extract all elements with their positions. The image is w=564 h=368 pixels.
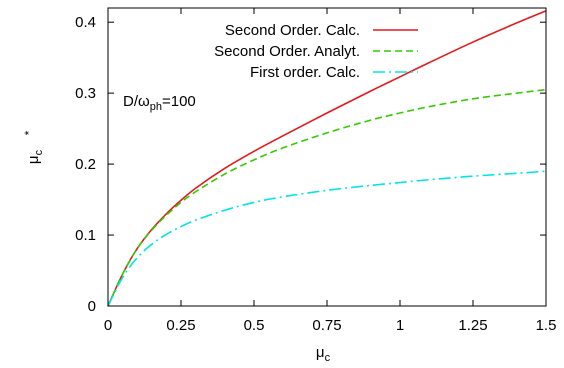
x-tick-label: 0 — [104, 317, 112, 334]
plot-frame — [107, 7, 547, 307]
series-line-2 — [107, 88, 547, 307]
legend: Second Order. Calc. Second Order. Analyt.… — [214, 22, 418, 81]
y-tick-label: 0.1 — [75, 227, 96, 244]
annotation: D/ωph=100 — [123, 93, 196, 113]
y-axis-label-superscript: * — [22, 130, 36, 135]
axes: 0 0.25 0.5 0.75 1 1.25 1.5 0 0.1 0.2 0.3 0.4 — [75, 8, 556, 334]
y-tick-label: 0.3 — [75, 85, 96, 102]
legend-label: Second Order. Calc. — [225, 22, 360, 39]
x-tick-label: 0.25 — [166, 317, 195, 334]
y-axis-label: μc — [25, 149, 45, 164]
x-tick-label: 1.5 — [536, 317, 557, 334]
y-axis-label-sub: c — [33, 149, 45, 155]
series-line-3 — [107, 170, 547, 307]
x-axis-label-sub: c — [325, 352, 331, 364]
annotation-suffix: =100 — [162, 93, 196, 110]
annotation-sub: ph — [150, 101, 162, 113]
x-tick-label: 1.25 — [458, 317, 487, 334]
x-tick-label: 0.5 — [244, 317, 265, 334]
x-axis-label: μc — [316, 344, 331, 364]
legend-label: First order. Calc. — [250, 64, 360, 81]
y-tick-label: 0.4 — [75, 14, 96, 31]
y-tick-label: 0.2 — [75, 156, 96, 173]
x-tick-label: 0.75 — [312, 317, 341, 334]
annotation-prefix: D/ω — [123, 93, 150, 110]
y-tick-label: 0 — [88, 298, 96, 315]
legend-label: Second Order. Analyt. — [214, 43, 360, 60]
x-axis-label-main: μ — [316, 344, 325, 361]
series-lines — [107, 10, 547, 307]
x-tick-label: 1 — [396, 317, 404, 334]
y-axis-label-main: μ — [25, 155, 42, 164]
